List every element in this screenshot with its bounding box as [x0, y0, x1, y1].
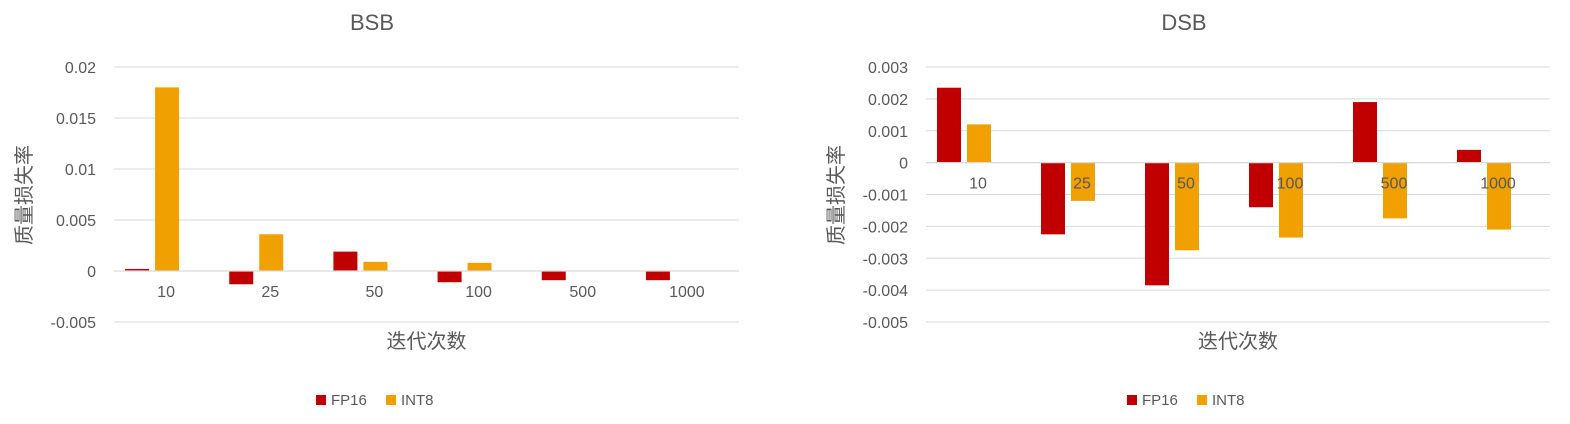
legend-swatch-int8	[1197, 395, 1207, 405]
bar-int8-25	[259, 234, 284, 271]
bar-int8-500	[1383, 162, 1407, 219]
y-axis-label: 质量损失率	[13, 145, 36, 245]
x-tick-label: 100	[1277, 176, 1304, 193]
x-tick-label: 1000	[669, 284, 705, 301]
legend-swatch-fp16	[316, 395, 326, 405]
bar-int8-100	[1279, 162, 1303, 238]
bar-fp16-500	[1353, 102, 1377, 163]
x-axis-label: 迭代次数	[387, 330, 467, 353]
x-tick-label: 100	[465, 284, 492, 301]
bar-fp16-25	[229, 271, 254, 285]
x-tick-label: 1000	[1480, 176, 1516, 193]
y-tick-label: 0.02	[65, 60, 96, 77]
x-axis-label: 迭代次数	[1198, 330, 1278, 353]
bar-fp16-100	[437, 271, 462, 283]
x-tick-label: 50	[366, 284, 384, 301]
legend-label-int8: INT8	[401, 392, 434, 409]
y-tick-label: -0.004	[863, 283, 908, 300]
y-tick-label: 0.001	[868, 124, 908, 141]
x-tick-label: 25	[1073, 176, 1091, 193]
y-tick-label: 0.015	[56, 111, 96, 128]
legend-label-fp16: FP16	[331, 392, 367, 409]
bar-int8-25	[1071, 162, 1095, 201]
chart-bsb: BSB 0.02 0.015 0.01 0.005 0 -0.005 10 25 50 100 500…	[13, 10, 739, 409]
bar-int8-50	[1175, 162, 1199, 251]
y-tick-label: -0.005	[51, 315, 96, 332]
bar-int8-10	[155, 87, 180, 272]
y-tick-label: 0.01	[65, 162, 96, 179]
chart-dsb: DSB 0.003 0.002 0.001 0 -0.001 -0.002 -0.003 -0.…	[825, 10, 1550, 409]
x-tick-label: 25	[261, 284, 279, 301]
x-tick-label: 10	[969, 176, 987, 193]
bar-fp16-50	[333, 251, 358, 271]
chart-title: DSB	[1161, 10, 1206, 35]
x-tick-label: 10	[157, 284, 175, 301]
y-tick-label: 0.003	[868, 60, 908, 77]
bar-fp16-1000	[1457, 149, 1481, 163]
bar-fp16-25	[1041, 162, 1065, 235]
bar-int8-10	[967, 124, 991, 163]
x-tick-label: 500	[1381, 176, 1408, 193]
legend-label-fp16: FP16	[1142, 392, 1178, 409]
bar-fp16-50	[1145, 162, 1169, 286]
legend-swatch-fp16	[1127, 395, 1137, 405]
y-tick-label: 0	[899, 156, 908, 173]
y-axis-label: 质量损失率	[825, 145, 848, 245]
legend-swatch-int8	[386, 395, 396, 405]
bar-int8-50	[363, 261, 388, 271]
bar-fp16-500	[541, 271, 566, 281]
bar-fp16-10	[125, 268, 150, 271]
y-tick-label: -0.002	[863, 219, 908, 236]
y-tick-label: 0	[87, 264, 96, 281]
bar-int8-100	[467, 262, 492, 271]
y-tick-label: -0.001	[863, 188, 908, 205]
bar-fp16-100	[1249, 162, 1273, 208]
legend-label-int8: INT8	[1212, 392, 1245, 409]
y-tick-label: -0.003	[863, 251, 908, 268]
y-tick-label: -0.005	[863, 315, 908, 332]
x-tick-label: 50	[1177, 176, 1195, 193]
chart-title: BSB	[350, 10, 394, 35]
y-tick-label: 0.002	[868, 92, 908, 109]
x-tick-label: 500	[569, 284, 596, 301]
bar-fp16-1000	[645, 271, 670, 281]
bar-fp16-10	[937, 87, 961, 163]
y-tick-label: 0.005	[56, 213, 96, 230]
bar-int8-1000	[1487, 162, 1511, 230]
